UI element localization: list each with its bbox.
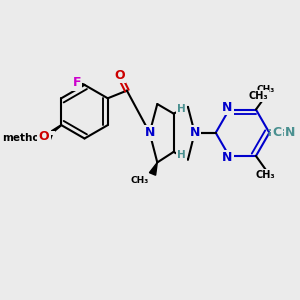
Text: F: F [73, 76, 81, 89]
Text: N: N [190, 126, 200, 139]
Text: CH₃: CH₃ [130, 176, 149, 185]
Text: CH₃: CH₃ [256, 85, 274, 94]
Text: methoxy: methoxy [2, 133, 53, 142]
Text: N: N [285, 126, 296, 139]
Text: N: N [145, 126, 155, 139]
Text: methoxy: methoxy [34, 134, 41, 136]
Text: O: O [114, 69, 124, 82]
Text: O: O [33, 131, 44, 144]
Text: CH₃: CH₃ [256, 170, 275, 180]
Text: H: H [177, 104, 186, 114]
Polygon shape [149, 163, 157, 175]
Text: N: N [222, 152, 232, 164]
Text: C: C [272, 126, 282, 139]
Text: CH₃: CH₃ [248, 91, 268, 101]
Text: H: H [177, 150, 186, 160]
Text: O: O [39, 130, 50, 143]
Text: N: N [222, 101, 232, 114]
